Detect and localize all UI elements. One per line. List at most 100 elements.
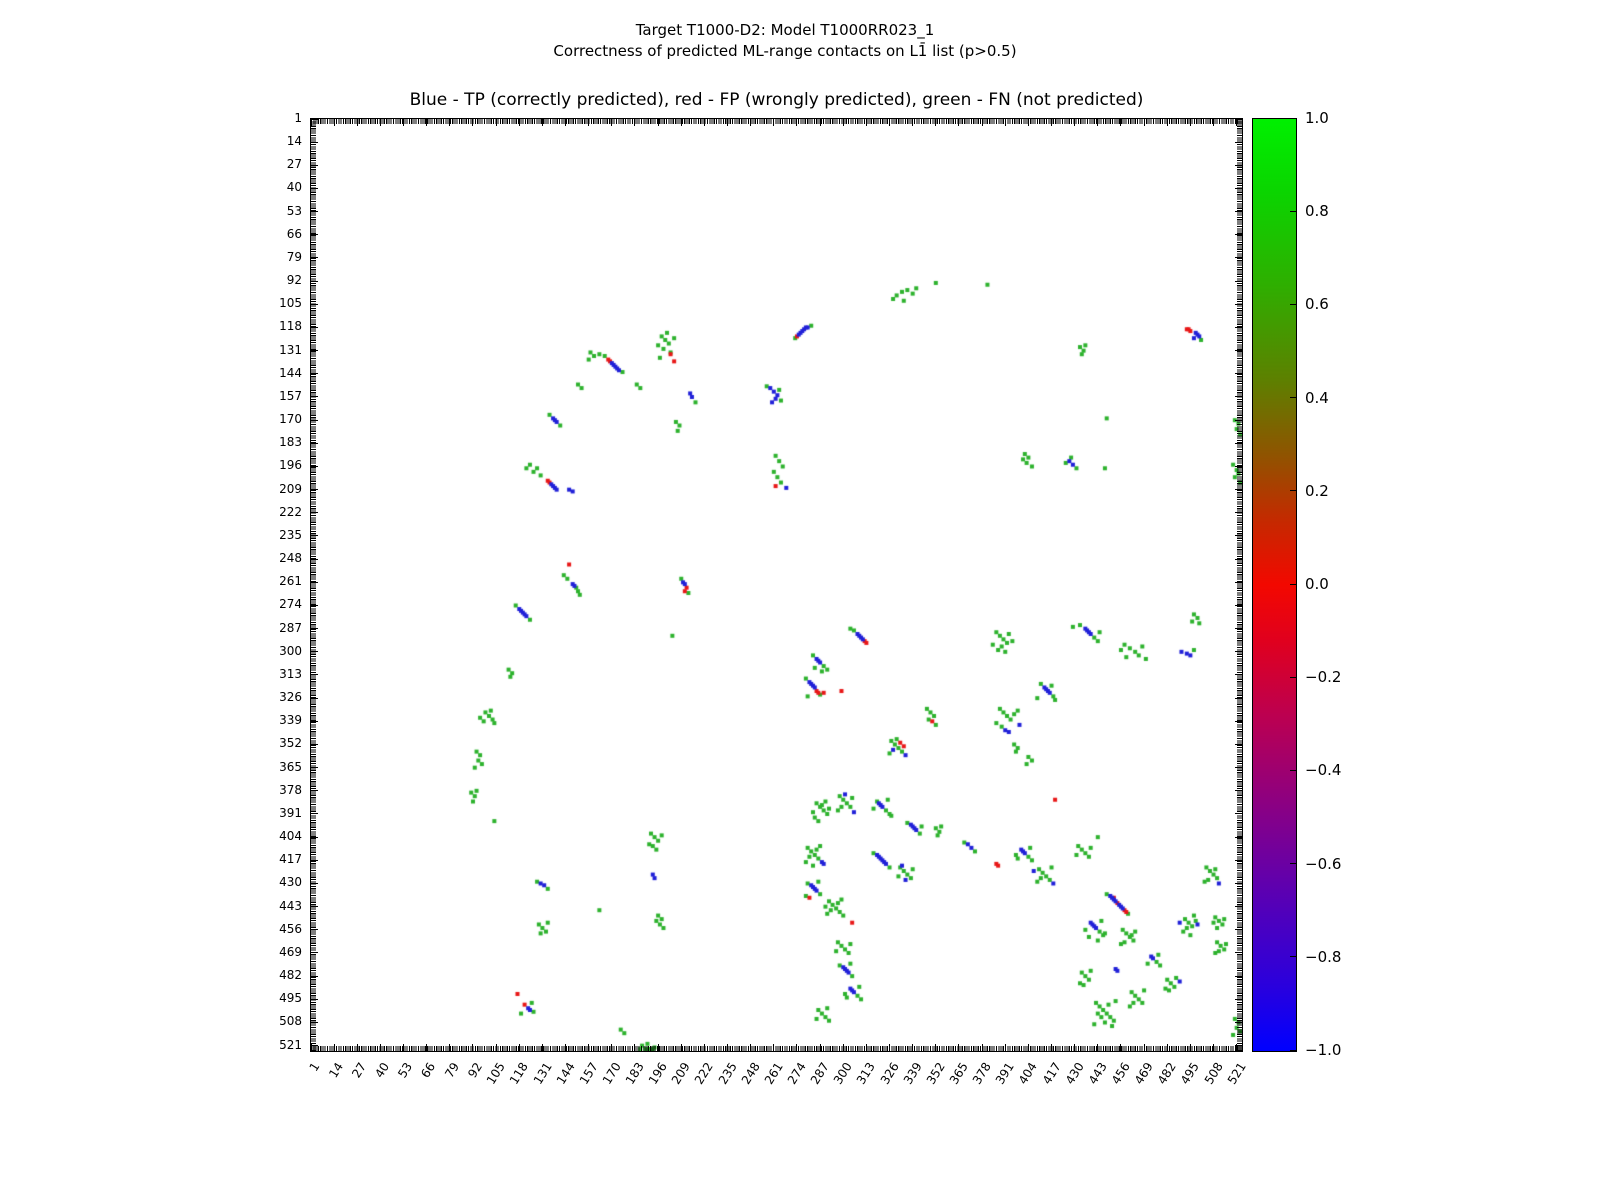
major-tick-mark (311, 929, 318, 931)
major-tick-mark (311, 674, 318, 676)
major-tick-mark (1235, 442, 1242, 444)
major-tick-mark (865, 119, 867, 126)
y-tick-label: 482 (279, 968, 302, 983)
major-tick-mark (1027, 1044, 1029, 1051)
y-tick-label: 469 (279, 944, 302, 959)
major-tick-mark (311, 326, 318, 328)
colorbar-tick-label: 0.2 (1305, 481, 1329, 500)
colorbar-tick-mark (1290, 210, 1296, 212)
colorbar-tick-mark (1290, 769, 1296, 771)
major-tick-mark (1143, 119, 1145, 126)
colorbar-tick-label: −1.0 (1305, 1041, 1342, 1059)
colorbar-tick-label: −0.6 (1305, 854, 1342, 873)
major-tick-mark (796, 119, 798, 126)
major-tick-mark (333, 119, 335, 126)
major-tick-mark (796, 1044, 798, 1051)
major-tick-mark (703, 119, 705, 126)
y-tick-label: 1 (294, 111, 302, 125)
major-tick-mark (311, 628, 318, 630)
major-tick-mark (1166, 1044, 1168, 1051)
major-tick-mark (311, 141, 318, 143)
major-tick-mark (1235, 535, 1242, 537)
major-tick-mark (311, 581, 318, 583)
major-tick-mark (311, 998, 318, 1000)
major-tick-mark (311, 558, 318, 560)
major-tick-mark (1074, 1044, 1076, 1051)
major-tick-mark (588, 1044, 590, 1051)
major-tick-mark (842, 1044, 844, 1051)
y-tick-label: 456 (279, 921, 302, 936)
major-tick-mark (311, 859, 318, 861)
major-tick-mark (1235, 1045, 1242, 1047)
major-tick-mark (311, 442, 318, 444)
major-tick-mark (449, 119, 451, 126)
major-tick-mark (1235, 211, 1242, 213)
major-tick-mark (311, 303, 318, 305)
major-tick-mark (842, 119, 844, 126)
major-tick-mark (1051, 119, 1053, 126)
major-tick-mark (311, 882, 318, 884)
y-tick-label: 443 (279, 898, 302, 913)
major-tick-mark (1235, 859, 1242, 861)
major-tick-mark (1235, 326, 1242, 328)
major-tick-mark (819, 1044, 821, 1051)
major-tick-mark (588, 119, 590, 126)
major-tick-mark (356, 1044, 358, 1051)
major-tick-mark (657, 1044, 659, 1051)
y-tick-label: 365 (279, 759, 302, 774)
major-tick-mark (1235, 929, 1242, 931)
y-tick-label: 430 (279, 875, 302, 890)
major-tick-mark (1235, 674, 1242, 676)
major-tick-mark (403, 1044, 405, 1051)
major-tick-mark (1235, 790, 1242, 792)
major-tick-mark (311, 373, 318, 375)
major-tick-mark (1074, 119, 1076, 126)
major-tick-mark (773, 119, 775, 126)
major-tick-mark (1120, 1044, 1122, 1051)
major-tick-mark (541, 119, 543, 126)
y-tick-label: 521 (279, 1037, 302, 1052)
major-tick-mark (1235, 628, 1242, 630)
colorbar-tick-mark (1290, 397, 1296, 399)
major-tick-mark (403, 119, 405, 126)
major-tick-mark (750, 1044, 752, 1051)
major-tick-mark (1235, 651, 1242, 653)
major-tick-mark (889, 1044, 891, 1051)
y-tick-label: 40 (286, 180, 302, 195)
y-tick-label: 144 (279, 365, 302, 380)
colorbar-tick-mark (1290, 1049, 1296, 1051)
figure-title-line2: Correctness of predicted ML-range contac… (553, 42, 1017, 60)
y-tick-label: 196 (279, 458, 302, 473)
y-tick-label: 131 (279, 342, 302, 357)
major-tick-mark (1235, 720, 1242, 722)
major-tick-mark (311, 952, 318, 954)
major-tick-mark (889, 119, 891, 126)
major-tick-mark (1004, 1044, 1006, 1051)
axes-title: Blue - TP (correctly predicted), red - F… (409, 90, 1144, 110)
y-tick-label: 274 (279, 597, 302, 612)
major-tick-mark (1235, 465, 1242, 467)
major-tick-mark (311, 234, 318, 236)
major-tick-mark (1235, 952, 1242, 954)
y-tick-label: 261 (279, 574, 302, 589)
y-tick-label: 391 (279, 805, 302, 820)
major-tick-mark (311, 535, 318, 537)
major-tick-mark (1235, 975, 1242, 977)
colorbar-tick-label: 0.0 (1305, 575, 1329, 593)
major-tick-mark (311, 350, 318, 352)
major-tick-mark (1235, 836, 1242, 838)
y-tick-label: 313 (279, 666, 302, 681)
y-tick-label: 352 (279, 736, 302, 751)
colorbar-tick-mark (1290, 863, 1296, 865)
major-tick-mark (1097, 1044, 1099, 1051)
major-tick-mark (311, 767, 318, 769)
major-tick-mark (472, 119, 474, 126)
major-tick-mark (634, 119, 636, 126)
major-tick-mark (310, 1044, 312, 1051)
major-tick-mark (1235, 1021, 1242, 1023)
major-tick-mark (1235, 998, 1242, 1000)
colorbar-tick-label: 0.6 (1305, 295, 1329, 314)
major-tick-mark (311, 465, 318, 467)
major-tick-mark (1235, 234, 1242, 236)
